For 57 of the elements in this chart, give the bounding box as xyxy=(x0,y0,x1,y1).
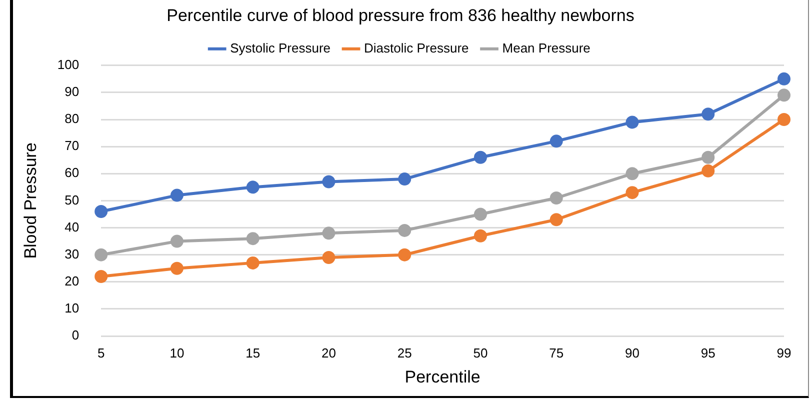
y-tick-label: 30 xyxy=(64,246,80,262)
x-tick-label: 25 xyxy=(397,345,412,360)
x-tick-label: 99 xyxy=(776,345,792,360)
x-tick-label: 10 xyxy=(170,345,184,360)
point xyxy=(246,256,260,270)
point xyxy=(246,180,260,194)
point xyxy=(702,150,715,164)
point xyxy=(246,232,260,246)
point xyxy=(550,134,563,148)
point xyxy=(626,116,639,129)
y-tick-label: 20 xyxy=(64,273,80,288)
point xyxy=(170,234,184,248)
point xyxy=(474,229,487,242)
point xyxy=(170,262,184,275)
x-tick-label: 15 xyxy=(246,345,260,360)
point xyxy=(398,248,412,262)
point xyxy=(322,251,336,264)
point xyxy=(550,213,563,226)
point xyxy=(778,72,790,86)
y-tick-label: 80 xyxy=(64,111,80,126)
y-tick-label: 100 xyxy=(57,56,80,72)
y-tick-label: 60 xyxy=(64,165,80,180)
point xyxy=(702,164,715,178)
point xyxy=(778,113,790,126)
x-tick-label: 95 xyxy=(700,345,716,360)
x-tick-label: 5 xyxy=(97,345,105,360)
point xyxy=(170,188,184,202)
point xyxy=(94,270,108,283)
y-tick-label: 40 xyxy=(64,219,80,234)
point xyxy=(474,208,487,221)
y-axis-title: Blood Pressure xyxy=(20,142,40,259)
legend-label: Systolic Pressure xyxy=(230,40,331,56)
x-tick-label: 50 xyxy=(473,345,488,360)
x-axis-title: Percentile xyxy=(404,367,480,386)
x-tick-label: 90 xyxy=(625,345,640,360)
x-tick-label: 20 xyxy=(321,345,336,360)
point xyxy=(322,226,336,240)
point xyxy=(550,191,563,204)
point xyxy=(398,172,412,186)
point xyxy=(626,186,639,200)
x-tick-label: 75 xyxy=(549,345,564,360)
point xyxy=(94,205,108,218)
chart-title: Percentile curve of blood pressure from 836 healthy newborns xyxy=(166,6,634,25)
point xyxy=(398,224,412,237)
y-tick-label: 90 xyxy=(64,84,80,100)
legend-label: Mean Pressure xyxy=(502,40,590,56)
y-tick-label: 70 xyxy=(64,138,80,154)
y-tick-label: 0 xyxy=(72,328,80,343)
point xyxy=(778,88,790,102)
y-tick-label: 10 xyxy=(64,300,80,316)
legend-label: Diastolic Pressure xyxy=(364,40,469,56)
y-tick-label: 50 xyxy=(64,192,80,208)
point xyxy=(626,167,639,180)
point xyxy=(474,150,487,164)
point xyxy=(322,175,336,188)
point xyxy=(94,248,108,262)
point xyxy=(702,108,715,121)
